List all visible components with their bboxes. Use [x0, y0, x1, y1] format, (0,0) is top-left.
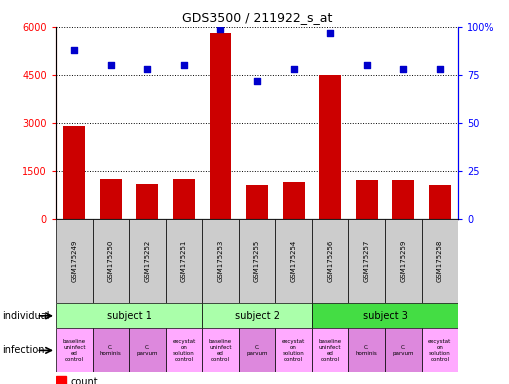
Bar — [349, 328, 385, 372]
Text: GSM175252: GSM175252 — [145, 240, 150, 282]
Point — [290, 66, 298, 72]
Bar — [56, 303, 202, 328]
Point — [436, 66, 444, 72]
Bar — [239, 328, 275, 372]
Bar — [275, 219, 312, 303]
Bar — [421, 328, 458, 372]
Text: GSM175254: GSM175254 — [291, 240, 297, 282]
Bar — [349, 219, 385, 303]
Text: GSM175256: GSM175256 — [327, 240, 333, 282]
Text: infection: infection — [3, 345, 45, 356]
Point — [362, 62, 371, 68]
Text: C.
hominis: C. hominis — [356, 345, 378, 356]
Bar — [202, 303, 312, 328]
Bar — [63, 126, 85, 219]
Point — [70, 47, 78, 53]
Text: GSM175249: GSM175249 — [71, 240, 77, 282]
Bar — [312, 328, 349, 372]
Text: subject 1: subject 1 — [107, 311, 152, 321]
Text: GSM175255: GSM175255 — [254, 240, 260, 282]
Bar — [93, 328, 129, 372]
Text: baseline
uninfect
ed
control: baseline uninfect ed control — [319, 339, 342, 362]
Text: excystat
on
solution
control: excystat on solution control — [173, 339, 195, 362]
Text: subject 3: subject 3 — [362, 311, 407, 321]
Bar — [93, 219, 129, 303]
Bar — [421, 219, 458, 303]
Bar — [56, 219, 93, 303]
Point — [107, 62, 115, 68]
Bar — [56, 328, 93, 372]
Bar — [56, 376, 66, 384]
Point — [144, 66, 152, 72]
Text: C.
parvum: C. parvum — [392, 345, 414, 356]
Title: GDS3500 / 211922_s_at: GDS3500 / 211922_s_at — [182, 11, 332, 24]
Text: count: count — [70, 377, 98, 384]
Bar — [165, 328, 202, 372]
Bar — [319, 75, 341, 219]
Bar — [385, 328, 421, 372]
Bar — [202, 219, 239, 303]
Text: individual: individual — [3, 311, 50, 321]
Text: GSM175258: GSM175258 — [437, 240, 443, 282]
Bar — [173, 179, 195, 219]
Bar — [356, 180, 378, 219]
Bar — [136, 184, 158, 219]
Point — [253, 78, 261, 84]
Bar — [100, 179, 122, 219]
Bar — [312, 303, 458, 328]
Bar — [202, 328, 239, 372]
Point — [180, 62, 188, 68]
Bar — [282, 182, 304, 219]
Bar — [129, 219, 165, 303]
Point — [326, 30, 334, 36]
Text: C.
parvum: C. parvum — [136, 345, 158, 356]
Bar — [275, 328, 312, 372]
Text: GSM175253: GSM175253 — [217, 240, 223, 282]
Text: excystat
on
solution
control: excystat on solution control — [428, 339, 451, 362]
Bar — [392, 180, 414, 219]
Text: C.
hominis: C. hominis — [100, 345, 122, 356]
Bar — [210, 33, 232, 219]
Text: GSM175250: GSM175250 — [108, 240, 114, 282]
Bar — [429, 185, 451, 219]
Bar — [129, 328, 165, 372]
Text: GSM175257: GSM175257 — [364, 240, 370, 282]
Bar — [239, 219, 275, 303]
Text: baseline
uninfect
ed
control: baseline uninfect ed control — [209, 339, 232, 362]
Point — [399, 66, 407, 72]
Bar — [165, 219, 202, 303]
Text: baseline
uninfect
ed
control: baseline uninfect ed control — [63, 339, 86, 362]
Bar — [246, 185, 268, 219]
Bar — [385, 219, 421, 303]
Point — [216, 26, 224, 32]
Text: subject 2: subject 2 — [235, 311, 279, 321]
Text: GSM175259: GSM175259 — [400, 240, 406, 282]
Bar — [312, 219, 349, 303]
Text: excystat
on
solution
control: excystat on solution control — [282, 339, 305, 362]
Text: GSM175251: GSM175251 — [181, 240, 187, 282]
Text: C.
parvum: C. parvum — [246, 345, 268, 356]
